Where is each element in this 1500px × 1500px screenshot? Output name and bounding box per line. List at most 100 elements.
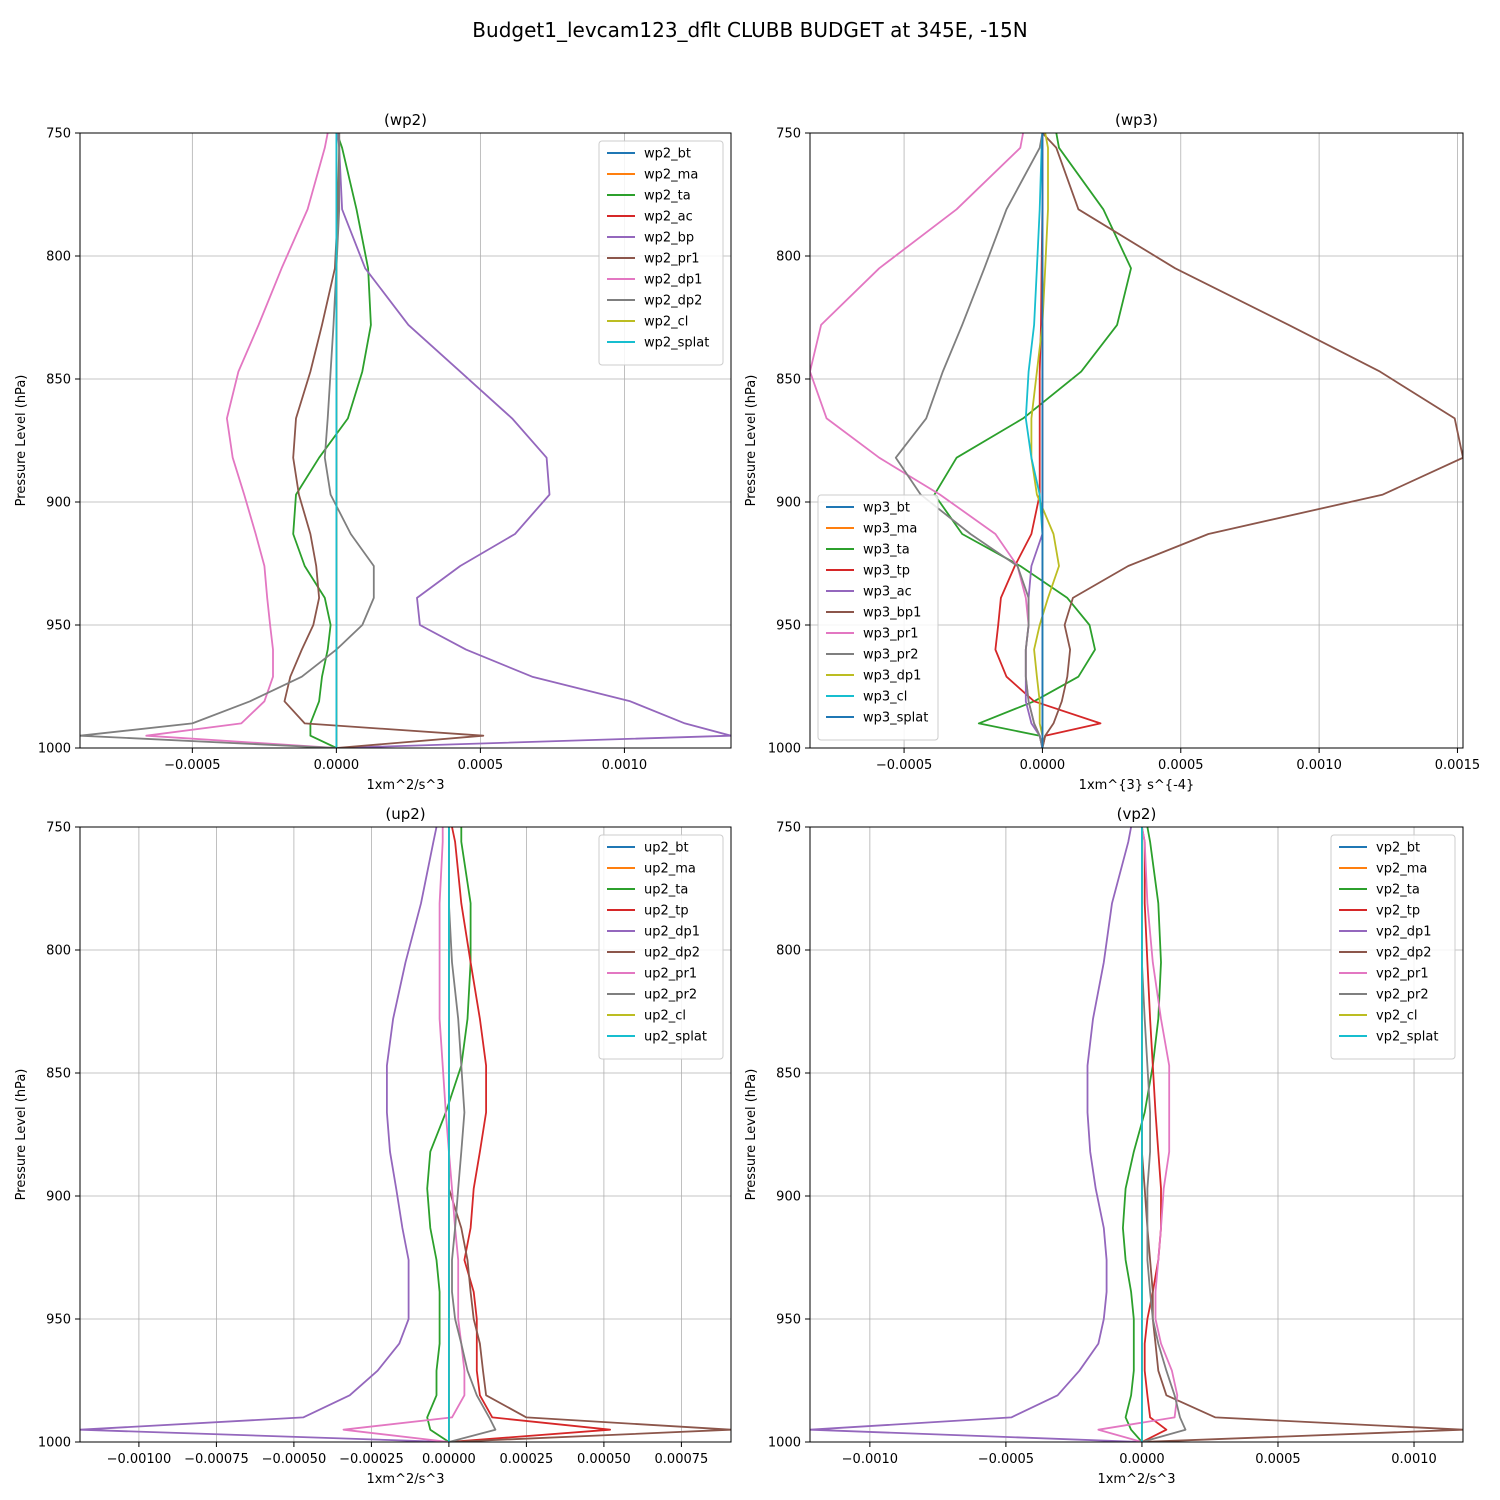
series-group [810,133,1463,748]
legend-label: wp3_pr2 [863,648,919,663]
x-axis-label: 1xm^2/s^3 [366,1472,444,1487]
panel-3: −0.0010 −0.0005 0.0000 0.0005 0.0010 750 800 85… [744,805,1464,1487]
y-tick-label: 950 [776,1313,801,1328]
legend-label: up2_tp [644,904,689,919]
series-group [810,827,1463,1442]
x-tick-label: 0.0010 [1296,758,1342,773]
y-tick-label: 800 [776,250,801,265]
legend-label: vp2_pr1 [1376,967,1429,982]
legend: vp2_bt vp2_ma vp2_ta vp2_tp vp2_dp1 vp2_dp2vp… [1330,834,1456,1060]
series-line-up2_dp1 [80,827,449,1442]
legend-label: wp2_dp1 [644,273,702,288]
panel-1: −0.0005 0.0000 0.0005 0.0010 0.0015 750 800 850… [744,111,1480,793]
y-tick-label: 1000 [38,742,71,757]
legend-label: up2_bt [644,841,689,856]
x-tick-label: 0.0000 [314,758,360,773]
legend-label: up2_dp1 [644,925,700,940]
series-line-vp2_ta [1122,827,1162,1442]
x-tick-label: 0.00000 [422,1452,476,1467]
legend-label: wp2_ma [644,168,698,183]
legend-box [598,140,724,366]
legend-label: wp3_splat [863,711,928,726]
x-tick-label: 0.0000 [1119,1452,1165,1467]
legend-label: wp3_cl [863,690,907,705]
panel-0: −0.0005 0.0000 0.0005 0.0010 750 800 850 900 950… [14,111,732,793]
axes-frame [809,826,1464,1443]
legend-label: wp3_pr1 [863,627,919,642]
y-tick-label: 950 [46,1313,71,1328]
legend-label: vp2_ta [1376,883,1420,898]
panel-title: (wp3) [1115,111,1158,129]
legend-label: wp2_dp2 [644,294,702,309]
legend-label: wp2_ta [644,189,691,204]
x-tick-label: −0.00100 [107,1452,172,1467]
y-axis-label: Pressure Level (hPa) [14,375,29,507]
legend-label: wp3_bt [863,501,910,516]
y-tick-label: 900 [46,1190,71,1205]
y-tick-label: 950 [776,619,801,634]
x-tick-label: −0.0005 [876,758,932,773]
x-tick-label: 0.0005 [1158,758,1204,773]
x-tick-label: 0.0000 [1020,758,1066,773]
legend-label: up2_ta [644,883,688,898]
legend-label: vp2_tp [1376,904,1420,919]
x-tick-label: −0.00075 [184,1452,249,1467]
x-tick-label: 0.0015 [1435,758,1481,773]
x-tick-label: 0.0005 [1255,1452,1301,1467]
series-line-vp2_dp1 [810,827,1142,1442]
legend-label: wp3_ta [863,543,910,558]
y-tick-label: 850 [776,373,801,388]
y-axis-label: Pressure Level (hPa) [744,375,759,507]
x-axis-label: 1xm^2/s^3 [366,778,444,793]
panel-title: (up2) [385,805,425,823]
y-tick-label: 850 [46,373,71,388]
legend-label: wp2_pr1 [644,252,700,267]
series-group [80,827,731,1442]
legend-label: wp2_ac [644,210,693,225]
legend-label: wp2_cl [644,315,688,330]
panel-title: (vp2) [1117,805,1157,823]
legend-label: up2_pr2 [644,988,697,1003]
legend-label: up2_splat [644,1030,707,1045]
legend: wp2_bt wp2_ma wp2_ta wp2_ac wp2_bp wp2_pr1 wp2… [598,140,724,366]
y-axis-label: Pressure Level (hPa) [14,1069,29,1201]
legend-label: wp3_ac [863,585,912,600]
y-tick-label: 900 [776,496,801,511]
x-tick-label: 0.0010 [1391,1452,1437,1467]
legend: wp3_bt wp3_ma wp3_ta wp3_tp wp3_ac wp3_bp1 wp3… [817,494,939,741]
series-line-wp2_bp [336,133,731,748]
legend-label: wp2_bt [644,147,691,162]
series-group [80,133,731,748]
legend-label: vp2_ma [1376,862,1427,877]
legend-label: up2_cl [644,1009,686,1024]
legend-label: vp2_splat [1376,1030,1438,1045]
y-tick-label: 900 [776,1190,801,1205]
y-tick-label: 850 [776,1067,801,1082]
y-tick-label: 1000 [768,742,801,757]
x-tick-label: −0.0010 [842,1452,898,1467]
series-line-wp2_ta [292,133,372,748]
x-axis-label: 1xm^{3} s^{-4} [1079,778,1195,793]
y-tick-label: 800 [46,944,71,959]
series-line-wp3_bp1 [1041,133,1463,748]
y-axis-label: Pressure Level (hPa) [744,1069,759,1201]
y-tick-label: 1000 [768,1436,801,1451]
legend-label: vp2_bt [1376,841,1420,856]
series-line-up2_pr2 [447,827,497,1442]
y-tick-label: 750 [46,127,71,142]
legend-label: vp2_pr2 [1376,988,1429,1003]
series-line-wp3_pr2 [894,133,1044,748]
y-tick-label: 800 [46,250,71,265]
legend-label: up2_dp2 [644,946,700,961]
figure-title: Budget1_levcam123_dflt CLUBB BUDGET at 3… [472,18,1027,42]
x-tick-label: −0.00025 [339,1452,404,1467]
series-line-wp2_pr1 [283,133,485,748]
y-tick-label: 1000 [38,1436,71,1451]
y-tick-label: 850 [46,1067,71,1082]
y-tick-label: 750 [776,821,801,836]
x-tick-label: 0.0005 [458,758,504,773]
y-tick-label: 800 [776,944,801,959]
x-tick-label: 0.00050 [577,1452,631,1467]
axes-frame [79,132,732,749]
